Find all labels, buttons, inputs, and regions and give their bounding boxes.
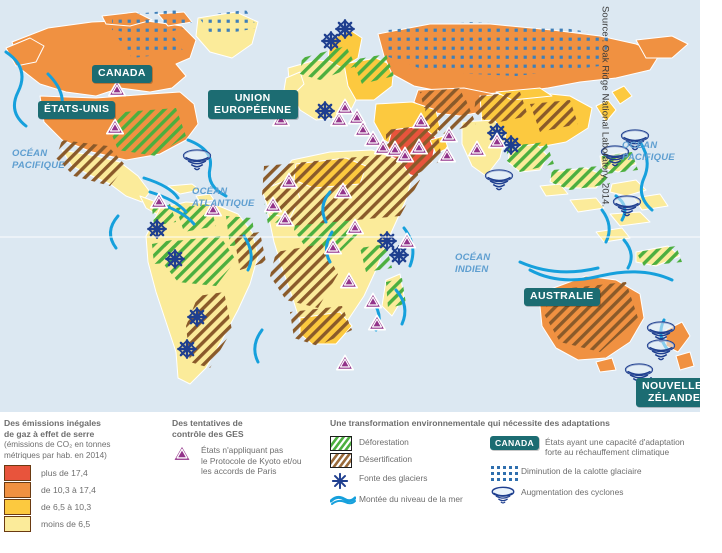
legend-ges-control: Des tentatives de contrôle des GES États… (172, 418, 322, 476)
swatch-moins-6-5 (4, 516, 31, 532)
map-label-etats-unis: ÉTATS-UNIS (38, 101, 116, 119)
legend-emissions-title: Des émissions inégales de gaz à effet de… (4, 418, 101, 439)
canada-badge: CANADA (490, 436, 540, 450)
legend-class-row: plus de 17,4 (4, 465, 154, 481)
legend-ice-cap-text: Diminution de la calotte glaciaire (521, 465, 642, 476)
legend-deforestation-text: Déforestation (359, 437, 409, 447)
world-map-svg (0, 10, 700, 397)
legend-desertification: Désertification (325, 451, 510, 469)
legend-class-label: de 6,5 à 10,3 (41, 502, 92, 512)
warning-triangle-icon (172, 444, 194, 462)
green-hatch-swatch (325, 434, 359, 452)
world-map: CANADA ÉTATS-UNIS UNION EUROPÉENNE AUSTR… (0, 0, 700, 412)
legend-desertification-text: Désertification (359, 454, 413, 464)
legend-class-row: de 6,5 à 10,3 (4, 499, 154, 515)
legend-emissions-subtitle: (émissions de CO₂ en tonnes métriques pa… (4, 440, 111, 460)
sea-level-icon (329, 493, 357, 509)
source-text: Source : Oak Ridge National Laboratory, … (599, 6, 611, 208)
legend-glacier-melt: Fonte des glaciers (330, 472, 510, 490)
legend-ges-title: Des tentatives de contrôle des GES (172, 418, 244, 439)
legend-glacier-melt-text: Fonte des glaciers (359, 473, 428, 483)
legend-class-row: moins de 6,5 (4, 516, 154, 532)
legend-cyclones-text: Augmentation des cyclones (521, 486, 624, 497)
legend-adaptation-capacity: CANADA États ayant une capacité d'adapta… (490, 436, 720, 458)
legend-cyclones: Augmentation des cyclones (490, 486, 720, 504)
legend: Des émissions inégales de gaz à effet de… (0, 412, 722, 553)
source-attribution: Source : Oak Ridge National Laboratory, … (599, 0, 722, 412)
legend-sea-level: Montée du niveau de la mer (329, 493, 510, 509)
swatch-10-3-to-17-4 (4, 482, 31, 498)
map-label-australie: AUSTRALIE (524, 288, 600, 306)
ocean-label-pacifique-ouest: OCÉAN PACIFIQUE (12, 148, 65, 171)
ice-dots-icon (490, 464, 520, 482)
legend-adaptation-title: Une transformation environnementale qui … (330, 418, 610, 428)
legend-class-label: de 10,3 à 17,4 (41, 485, 96, 495)
map-label-nouvelle-zelande: NOUVELLE- ZÉLANDE (636, 378, 700, 407)
legend-class-row: de 10,3 à 17,4 (4, 482, 154, 498)
legend-adaptation: Une transformation environnementale qui … (325, 418, 716, 505)
legend-class-label: moins de 6,5 (41, 519, 91, 529)
legend-sea-level-text: Montée du niveau de la mer (359, 494, 463, 504)
region-japan (595, 99, 617, 123)
legend-emissions: Des émissions inégales de gaz à effet de… (4, 418, 154, 533)
snowflake-icon (330, 472, 352, 490)
map-label-union-europeenne: UNION EUROPÉENNE (208, 90, 298, 119)
brown-hatch-swatch (325, 451, 359, 469)
legend-kyoto-text: États n'appliquant pas le Protocole de K… (201, 445, 302, 476)
swatch-plus-17-4 (4, 465, 31, 481)
ocean-label-indien: OCÉAN INDIEN (455, 252, 491, 275)
map-label-canada: CANADA (92, 65, 152, 83)
legend-kyoto-item: États n'appliquant pas le Protocole de K… (172, 444, 322, 476)
ice-cap-overlay (112, 10, 612, 76)
cyclone-icon (490, 486, 515, 504)
legend-class-label: plus de 17,4 (41, 468, 88, 478)
legend-deforestation: Déforestation (325, 434, 510, 452)
legend-adaptation-capacity-text: États ayant une capacité d'adaptation fo… (545, 437, 685, 458)
ocean-label-pacifique-est: OCÉAN PACIFIQUE (622, 140, 675, 163)
ocean-label-atlantique: OCÉAN ATLANTIQUE (192, 186, 255, 209)
legend-ice-cap: Diminution de la calotte glaciaire (490, 464, 720, 482)
swatch-6-5-to-10-3 (4, 499, 31, 515)
